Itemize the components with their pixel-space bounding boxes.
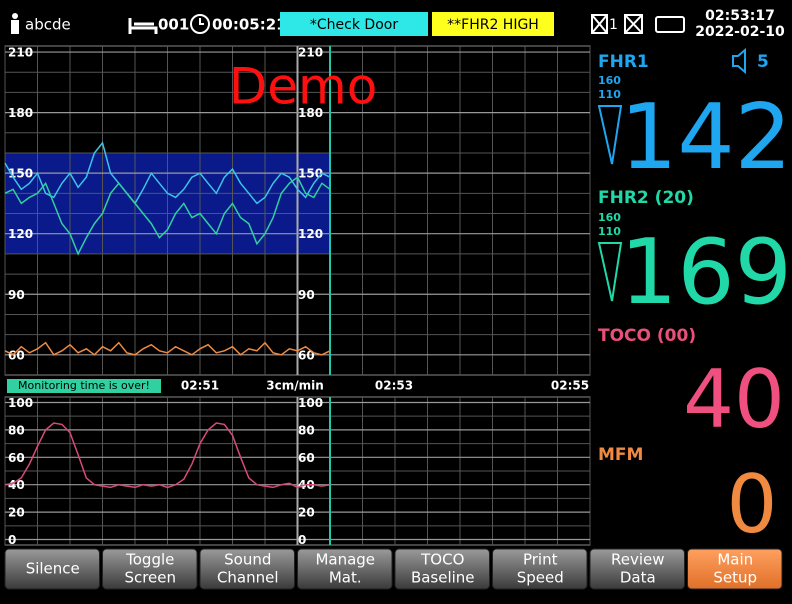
fhr2-value: 169 (620, 220, 792, 325)
y-tick-label: 100 (8, 396, 33, 410)
y-tick-label: 180 (8, 106, 33, 120)
button-label[interactable]: Sound (224, 551, 271, 569)
fhr2-upper: 160 (598, 211, 621, 224)
button[interactable] (687, 548, 783, 590)
watermark: Demo (229, 58, 378, 116)
button-label[interactable]: TOCO (420, 551, 464, 569)
button[interactable] (297, 548, 393, 590)
button[interactable] (4, 548, 100, 590)
button-label[interactable]: Manage (315, 551, 375, 569)
battery-icon (655, 16, 685, 33)
alarm-text: *Check Door (310, 17, 398, 33)
fhr2-label: FHR2 (20) (598, 188, 694, 208)
button[interactable] (199, 548, 295, 590)
charts: 60 60 90 90 120 120 150 150 180 180 210 210 0 0 20 20 40… (4, 45, 591, 547)
y-tick-label: 80 (298, 423, 315, 437)
alarm-box (280, 12, 428, 36)
patient-name: abcde (25, 16, 71, 34)
y-tick-label: 210 (8, 46, 33, 60)
button-label[interactable]: Mat. (329, 569, 362, 587)
bed-number: 001 (158, 16, 189, 34)
y-tick-label: 120 (8, 227, 33, 241)
button-label[interactable]: Channel (217, 569, 279, 587)
patient-icon (11, 20, 19, 34)
button[interactable] (589, 548, 685, 590)
y-tick-label: 80 (8, 423, 25, 437)
y-tick-label: 60 (298, 451, 315, 465)
fhr1-volume: 5 (757, 52, 769, 72)
time-label: 02:53 (375, 379, 413, 393)
button-label[interactable]: Print (523, 551, 558, 569)
y-tick-label: 40 (8, 478, 25, 492)
bed-icon (128, 18, 158, 34)
fhr1-upper: 160 (598, 74, 621, 87)
trace (4, 141, 331, 205)
y-tick-label: 100 (298, 396, 323, 410)
toco-value: 40 (683, 353, 785, 446)
mfm-value: 0 (727, 458, 778, 551)
y-tick-label: 0 (298, 533, 306, 547)
clock-date: 2022-02-10 (695, 24, 785, 40)
trace (4, 176, 331, 256)
y-tick-label: 60 (298, 348, 315, 362)
y-tick-label: 150 (8, 167, 33, 181)
clock-time: 02:53:17 (705, 8, 775, 24)
fhr1-value: 142 (620, 85, 792, 190)
button-label[interactable]: Baseline (411, 569, 475, 587)
mfm-label: MFM (598, 445, 643, 465)
y-tick-label: 60 (8, 451, 25, 465)
y-tick-label: 90 (298, 288, 315, 302)
button-label[interactable]: Speed (517, 569, 564, 587)
y-tick-label: 180 (298, 106, 323, 120)
trace (4, 341, 331, 356)
message: Monitoring time is over! (18, 379, 150, 392)
y-tick-label: 150 (298, 167, 323, 181)
clock-icon (199, 18, 204, 25)
mute-icon (624, 14, 643, 34)
button-label[interactable]: Main (717, 551, 753, 569)
fhr2-signal-icon (597, 242, 623, 302)
message-box (7, 379, 161, 393)
alarm-count: 1 (609, 17, 618, 33)
clock-icon (190, 14, 210, 34)
button[interactable] (102, 548, 198, 590)
speed-label: 3cm/min (266, 379, 324, 393)
y-tick-label: 120 (298, 227, 323, 241)
button-label[interactable]: Data (620, 569, 656, 587)
fhr2-lower: 110 (598, 225, 621, 238)
toco-label: TOCO (00) (598, 326, 696, 346)
button-label[interactable]: Silence (26, 560, 80, 578)
button[interactable] (492, 548, 588, 590)
button-label[interactable]: Screen (124, 569, 176, 587)
trace (4, 422, 331, 489)
y-tick-label: 20 (298, 506, 315, 520)
time-label: 02:55 (551, 379, 589, 393)
alarm-box (432, 12, 554, 36)
y-tick-label: 0 (8, 533, 16, 547)
alarm-text: **FHR2 HIGH (447, 17, 539, 33)
alarm-icon (591, 14, 608, 34)
alarm-icon (591, 14, 608, 34)
button[interactable] (394, 548, 490, 590)
y-tick-label: 60 (8, 348, 25, 362)
fhr1-signal-icon (597, 105, 623, 165)
patient-icon (12, 13, 18, 19)
y-tick-label: 20 (8, 506, 25, 520)
button-label[interactable]: Toggle (125, 551, 174, 569)
y-tick-label: 210 (298, 46, 323, 60)
speaker-icon (732, 47, 746, 75)
mute-icon (624, 14, 643, 34)
time-label: 02:51 (181, 379, 219, 393)
fhr1-lower: 110 (598, 88, 621, 101)
y-tick-label: 90 (8, 288, 25, 302)
button-label[interactable]: Setup (713, 569, 757, 587)
elapsed-time: 00:05:21 (212, 16, 287, 34)
fhr1-label: FHR1 (598, 52, 649, 72)
button-label[interactable]: Review (611, 551, 665, 569)
